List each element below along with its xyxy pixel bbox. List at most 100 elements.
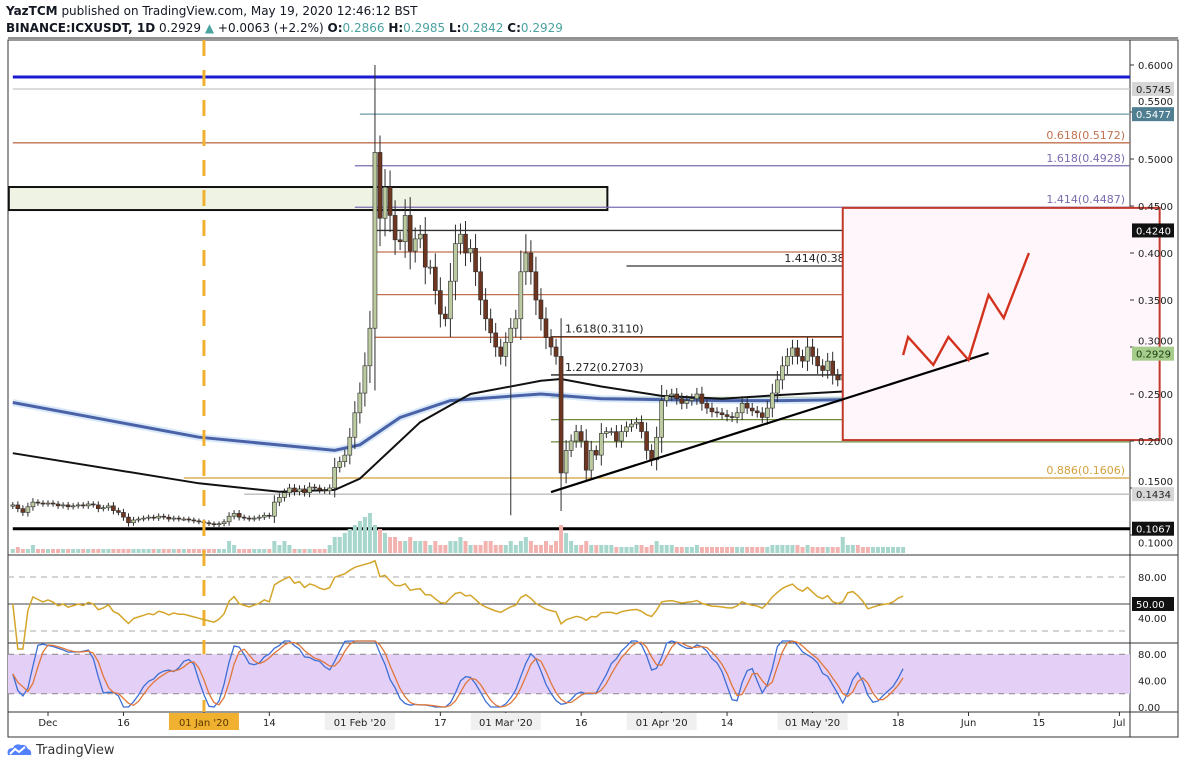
candle [433, 253, 438, 305]
volume-bar [533, 545, 538, 553]
candle-body [402, 215, 408, 243]
tradingview-logo[interactable]: TradingView [6, 742, 115, 758]
candle [734, 407, 740, 424]
volume-bar [840, 537, 845, 553]
candle [800, 349, 805, 368]
price-badge [1132, 521, 1174, 536]
time-label-highlight [168, 713, 239, 730]
volume-bar [860, 547, 865, 553]
volume-bar [634, 545, 639, 553]
candle [211, 521, 217, 528]
candle [528, 240, 534, 285]
candle [342, 449, 348, 468]
candle-body [473, 248, 478, 273]
candle-body [498, 346, 504, 357]
close-value: 0.2929 [520, 21, 563, 35]
candle-body [478, 271, 483, 301]
volume-bar [242, 549, 247, 553]
candle-body [649, 450, 654, 461]
candle-body [508, 327, 514, 343]
symbol-name[interactable]: BINANCE:ICXUSDT, 1D [6, 21, 156, 35]
candle [513, 309, 519, 338]
candle-body [317, 487, 322, 491]
candle [815, 348, 820, 374]
price-change: +0.0063 (+2.2%) [217, 21, 324, 35]
candle-body [518, 271, 524, 320]
candle-body [382, 186, 388, 219]
candle [458, 223, 463, 255]
volume-bar [272, 541, 277, 553]
price-tick-label: 0.5500 [1138, 97, 1173, 108]
last-price: 0.2929 [159, 21, 202, 35]
candle [90, 501, 96, 508]
candle [116, 507, 121, 516]
volume-bar [614, 547, 619, 553]
candle-body [272, 501, 277, 517]
volume-bar [297, 549, 302, 553]
candle-body [136, 518, 141, 521]
candle-body [342, 454, 348, 462]
price-tick-label: 0.3500 [1138, 296, 1173, 307]
rsi-line [12, 559, 904, 650]
volume-bar [845, 545, 850, 553]
candle [412, 227, 418, 263]
author[interactable]: YazTCM [6, 4, 58, 18]
candle [231, 510, 237, 520]
candle [287, 483, 292, 497]
volume-bar [679, 547, 684, 553]
candle-body [106, 505, 111, 509]
candle [236, 510, 242, 521]
candle [282, 488, 287, 502]
candle [146, 514, 151, 521]
supply-zone-rect [8, 186, 609, 212]
candle-body [820, 365, 825, 371]
candle-body [96, 504, 101, 509]
candle [322, 486, 327, 494]
candle-body [15, 504, 21, 509]
candle-body [578, 431, 584, 442]
candle-body [634, 421, 639, 425]
volume-bar [649, 545, 654, 553]
time-tick-label: 01 May '20 [785, 718, 840, 729]
candle-body [785, 356, 790, 367]
candle [473, 234, 478, 286]
candle [759, 407, 765, 424]
candle-body [327, 487, 332, 492]
volume-bar [181, 549, 186, 553]
candle-body [151, 516, 156, 519]
candle [533, 256, 539, 316]
candle [493, 323, 498, 357]
volume-bar [337, 537, 342, 553]
candle [614, 425, 619, 448]
candle [191, 517, 197, 524]
candle-body [85, 503, 91, 507]
volume-bar [669, 545, 674, 553]
volume-bar [196, 549, 201, 553]
candle [20, 505, 26, 516]
candle [151, 514, 156, 521]
candle [407, 197, 413, 270]
candle [121, 508, 126, 521]
candle-body [815, 356, 820, 367]
volume-bar [433, 541, 438, 553]
candle [835, 368, 841, 387]
volume-bar [287, 545, 292, 553]
candle-body [287, 487, 292, 493]
candle [50, 500, 56, 507]
price-badge-label: 0.1067 [1136, 525, 1171, 536]
candle [453, 224, 458, 301]
volume-bar [523, 537, 528, 553]
time-tick-label: 01 Feb '20 [334, 718, 386, 729]
candle-body [176, 517, 182, 520]
candle-body [407, 215, 413, 252]
candle [166, 514, 172, 522]
price-tick-label: 0.3000 [1138, 337, 1173, 348]
time-label-bg [470, 713, 541, 730]
volume-bar [483, 541, 488, 553]
rsi-tick-label: 40.00 [1138, 614, 1167, 625]
candle-body [246, 517, 252, 520]
candle-body [397, 239, 403, 243]
volume-bar [569, 541, 574, 553]
candle [548, 329, 554, 356]
